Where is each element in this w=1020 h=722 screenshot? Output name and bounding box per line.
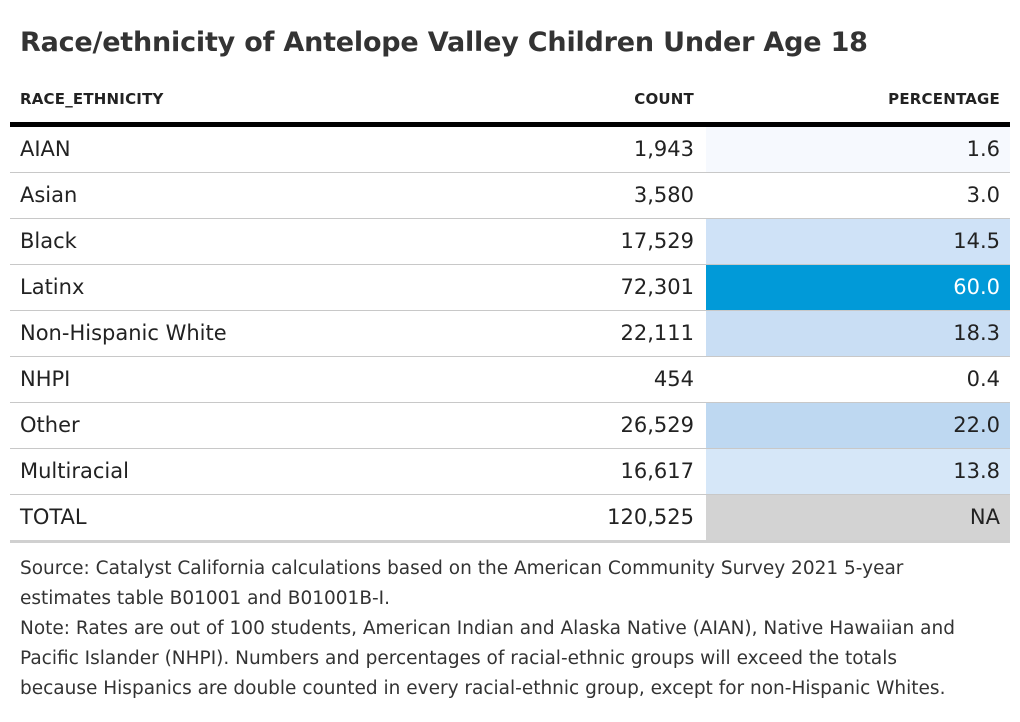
race-ethnicity-cell: Latinx [20, 275, 85, 299]
race-ethnicity-cell: Multiracial [20, 459, 129, 483]
column-header-percentage: PERCENTAGE [888, 90, 1000, 108]
column-header-race-ethnicity: RACE_ETHNICITY [20, 90, 164, 108]
percentage-cell: 13.8 [953, 459, 1000, 483]
count-cell: 1,943 [633, 137, 694, 161]
percentage-cell: 22.0 [953, 413, 1000, 437]
percentage-cell: 0.4 [966, 367, 1000, 391]
race-ethnicity-cell: Asian [20, 183, 78, 207]
table-row: NHPI 454 0.4 [10, 357, 1010, 403]
race-ethnicity-cell: TOTAL [20, 505, 87, 529]
table-row: Black 17,529 14.5 [10, 219, 1010, 265]
percentage-cell-shading [706, 449, 1010, 494]
footnote-line: Pacific Islander (NHPI). Numbers and per… [20, 648, 897, 669]
percentage-cell: 3.0 [966, 183, 1000, 207]
count-cell: 26,529 [620, 413, 694, 437]
footnote-line: estimates table B01001 and B01001B-I. [20, 588, 391, 609]
column-header-count: COUNT [634, 90, 694, 108]
count-cell: 454 [653, 367, 694, 391]
count-cell: 120,525 [607, 505, 694, 529]
table-row: Latinx 72,301 60.0 [10, 265, 1010, 311]
percentage-cell-shading [706, 495, 1010, 540]
percentage-cell: 18.3 [953, 321, 1000, 345]
race-ethnicity-cell: AIAN [20, 137, 71, 161]
percentage-cell: 14.5 [953, 229, 1000, 253]
footnote-line: because Hispanics are double counted in … [20, 678, 946, 699]
table-row: Asian 3,580 3.0 [10, 173, 1010, 219]
footnote: Source: Catalyst California calculations… [20, 554, 1010, 704]
percentage-cell-shading [706, 403, 1010, 448]
count-cell: 72,301 [620, 275, 694, 299]
race-ethnicity-cell: NHPI [20, 367, 71, 391]
percentage-cell-shading [706, 311, 1010, 356]
table-title: Race/ethnicity of Antelope Valley Childr… [20, 27, 868, 58]
percentage-cell-shading [706, 127, 1010, 172]
count-cell: 22,111 [620, 321, 694, 345]
footnote-line: Source: Catalyst California calculations… [20, 558, 904, 579]
table-row: Multiracial 16,617 13.8 [10, 449, 1010, 495]
percentage-cell-shading [706, 265, 1010, 310]
table-row: Other 26,529 22.0 [10, 403, 1010, 449]
race-ethnicity-cell: Black [20, 229, 77, 253]
percentage-cell-shading [706, 173, 1010, 218]
percentage-cell: 1.6 [966, 137, 1000, 161]
race-ethnicity-cell: Other [20, 413, 80, 437]
count-cell: 16,617 [620, 459, 694, 483]
table-row: TOTAL 120,525 NA [10, 495, 1010, 543]
data-table: RACE_ETHNICITY COUNT PERCENTAGE AIAN 1,94… [10, 80, 1010, 543]
percentage-cell-shading [706, 357, 1010, 402]
percentage-cell-shading [706, 219, 1010, 264]
count-cell: 3,580 [633, 183, 694, 207]
race-ethnicity-cell: Non-Hispanic White [20, 321, 227, 345]
table-row: AIAN 1,943 1.6 [10, 127, 1010, 173]
percentage-cell: NA [969, 505, 1000, 529]
table-header: RACE_ETHNICITY COUNT PERCENTAGE [10, 80, 1010, 127]
footnote-line: Note: Rates are out of 100 students, Ame… [20, 618, 955, 639]
percentage-cell: 60.0 [953, 275, 1000, 299]
count-cell: 17,529 [620, 229, 694, 253]
table-body: AIAN 1,943 1.6 Asian 3,580 3.0 Black 17,529 14.5… [10, 127, 1010, 543]
table-row: Non-Hispanic White 22,111 18.3 [10, 311, 1010, 357]
